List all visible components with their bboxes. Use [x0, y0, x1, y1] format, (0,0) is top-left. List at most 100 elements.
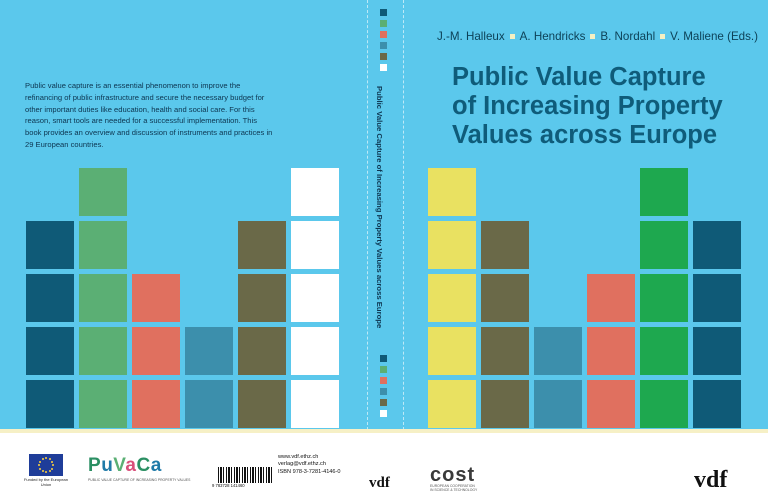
barcode-number: 9 783728 141460: [212, 483, 245, 488]
separator-square: [660, 34, 666, 39]
color-square: [481, 380, 529, 428]
color-square: [693, 274, 741, 322]
color-square: [693, 380, 741, 428]
color-square: [291, 274, 339, 322]
eu-star-icon: [45, 457, 47, 459]
puvaca-logo-letter: C: [136, 455, 151, 476]
color-square: [26, 327, 74, 375]
color-square: [132, 380, 180, 428]
publisher-email: verlag@vdf.ethz.ch: [278, 461, 326, 468]
color-square: [26, 221, 74, 269]
editor-name: J.-M. Halleux: [437, 30, 505, 43]
color-square: [291, 168, 339, 216]
color-square: [238, 221, 286, 269]
title-line: Public Value Capture: [452, 63, 706, 91]
color-square: [693, 327, 741, 375]
back-cover-blurb: Public value capture is an essential phe…: [25, 81, 273, 149]
cost-subtitle: EUROPEAN COOPERATION: [430, 484, 475, 488]
vdf-logo-small: vdf: [369, 475, 390, 491]
color-square: [428, 327, 476, 375]
eu-star-icon: [51, 467, 54, 470]
spine-swatch: [380, 366, 387, 373]
puvaca-logo: PuVaCa: [88, 455, 162, 477]
spine-title-text: Public Value Capture of Increasing Prope…: [375, 86, 384, 329]
editors-line: J.-M. Halleux A. Hendricks B. Nordahl V.…: [437, 30, 762, 43]
book-title: Public Value Capture of Increasing Prope…: [452, 63, 762, 150]
puvaca-logo-letter: u: [101, 455, 114, 476]
color-square: [185, 380, 233, 428]
color-square: [26, 380, 74, 428]
spine-swatch: [380, 399, 387, 406]
separator-square: [509, 34, 515, 39]
color-square: [238, 327, 286, 375]
eu-star-icon: [38, 467, 41, 470]
vdf-logo-large: vdf: [694, 467, 728, 493]
title-line: of Increasing Property: [452, 92, 723, 120]
color-square: [132, 274, 180, 322]
color-square: [428, 274, 476, 322]
eu-funding-label: Funded by the European Union: [23, 477, 69, 487]
color-square: [26, 274, 74, 322]
color-square: [640, 274, 688, 322]
color-square: [640, 327, 688, 375]
spine-fold-right: [403, 0, 404, 430]
publisher-info: www.vdf.ethz.ch verlag@vdf.ethz.ch ISBN …: [278, 454, 341, 476]
color-square: [291, 327, 339, 375]
spine-swatch: [380, 53, 387, 60]
eu-star-icon: [48, 457, 51, 460]
eu-star-icon: [51, 460, 54, 463]
logo-footer: Funded by the European Union PuVaCa PUBL…: [0, 429, 768, 494]
spine-fold-left: [367, 0, 368, 430]
spine-swatch: [380, 20, 387, 27]
editor-name: A. Hendricks: [519, 30, 586, 43]
puvaca-logo-letter: V: [113, 455, 126, 476]
eu-star-icon: [38, 460, 41, 463]
puvaca-logo-letter: a: [150, 455, 162, 476]
spine-swatch: [380, 410, 387, 417]
eu-star-icon: [45, 471, 47, 473]
spine-swatch: [380, 9, 387, 16]
color-square: [693, 221, 741, 269]
spine-swatch: [380, 355, 387, 362]
color-square: [79, 168, 127, 216]
color-square: [428, 380, 476, 428]
editor-name: B. Nordahl: [600, 30, 656, 43]
color-square: [428, 168, 476, 216]
isbn-barcode: [218, 467, 272, 483]
eu-star-icon: [41, 457, 44, 460]
color-square: [481, 221, 529, 269]
color-square: [587, 274, 635, 322]
cost-subtitle: IN SCIENCE & TECHNOLOGY: [430, 488, 478, 492]
color-square: [132, 327, 180, 375]
editor-name: V. Maliene (Eds.): [670, 30, 759, 43]
color-square: [291, 221, 339, 269]
color-square: [79, 380, 127, 428]
color-square: [79, 327, 127, 375]
cost-logo-block: cost EUROPEAN COOPERATION IN SCIENCE & T…: [430, 464, 478, 492]
color-square: [238, 380, 286, 428]
spine-swatch: [380, 388, 387, 395]
color-square: [238, 274, 286, 322]
color-square: [481, 274, 529, 322]
color-square: [534, 327, 582, 375]
spine-swatch: [380, 64, 387, 71]
puvaca-subtitle: PUBLIC VALUE CAPTURE OF INCREASING PROPE…: [88, 478, 191, 482]
color-square: [640, 380, 688, 428]
eu-star-icon: [38, 464, 40, 466]
eu-star-icon: [48, 470, 51, 473]
title-line: Values across Europe: [452, 121, 718, 149]
color-square: [587, 380, 635, 428]
eu-star-icon: [52, 464, 54, 466]
eu-star-icon: [41, 470, 44, 473]
color-square: [291, 380, 339, 428]
cost-logo: cost: [430, 464, 476, 486]
separator-square: [590, 34, 596, 39]
color-square: [185, 327, 233, 375]
color-square: [79, 274, 127, 322]
puvaca-logo-letter: a: [125, 455, 137, 476]
publisher-website: www.vdf.ethz.ch: [278, 454, 319, 460]
color-square: [534, 380, 582, 428]
color-square: [640, 168, 688, 216]
spine-swatch: [380, 377, 387, 384]
